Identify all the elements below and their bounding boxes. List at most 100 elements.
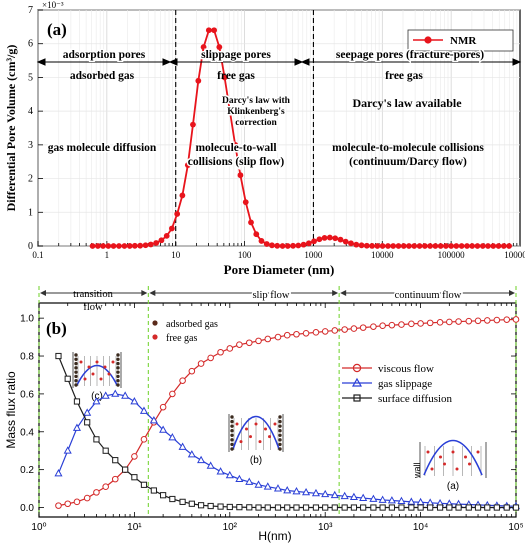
data-point-surface-diffusion (169, 495, 176, 503)
panel-a-legend: NMR (407, 29, 514, 52)
data-point-nmr (348, 240, 354, 247)
panel-b-y-axis-label: Mass flux ratio (4, 371, 18, 449)
adsorbed-gas-particle (116, 366, 120, 370)
data-point-viscous-flow (455, 318, 462, 325)
free-gas-particle (264, 427, 267, 431)
regime-arrowhead (141, 290, 148, 296)
x-tick-label: 10⁵ (508, 522, 523, 533)
free-gas-label: free gas (166, 333, 197, 344)
panel-b-ticks: 10⁰ 10¹ 10² 10³ 10⁴ 10⁵ 0.0 0.2 0.4 0.6 0.8 1.0 (20, 303, 524, 533)
data-point-surface-diffusion (160, 492, 167, 499)
data-point-nmr (379, 243, 386, 249)
panel-b: 10⁰ 10¹ 10² 10³ 10⁴ 10⁵ 0.0 0.2 0.4 0.6 0.8 1.0 (c)… (4, 286, 524, 543)
y-tick-label: 7 (28, 5, 33, 16)
data-point-nmr (400, 243, 407, 249)
velocity-profile-curve (76, 364, 118, 386)
x-tick-label: 10¹ (127, 522, 142, 533)
data-point-surface-diffusion (398, 504, 405, 511)
data-point-nmr (453, 243, 460, 249)
legend-nmr-marker (424, 36, 432, 44)
adsorbed-gas-particle (278, 442, 282, 447)
free-gas-particle (464, 455, 467, 459)
free-gas-particle (443, 462, 446, 466)
mechanism-right-line2: (continuum/Darcy flow) (349, 156, 467, 168)
data-point-viscous-flow (217, 348, 224, 356)
data-point-gas-slippage (111, 389, 120, 397)
adsorbed-gas-particle (74, 370, 78, 374)
data-point-surface-diffusion (408, 504, 415, 511)
data-point-nmr (385, 243, 391, 249)
data-point-surface-diffusion (312, 504, 320, 511)
data-point-gas-slippage (273, 484, 283, 492)
data-point-viscous-flow (169, 390, 176, 398)
data-point-nmr (337, 236, 344, 243)
regime-transition-line1: transition (73, 289, 113, 300)
y-tick-label: 0.2 (20, 465, 34, 476)
data-point-nmr (274, 242, 281, 249)
data-point-surface-diffusion (427, 504, 434, 511)
data-point-gas-slippage (83, 408, 92, 416)
adsorbed-gas-particle (74, 379, 78, 383)
adsorbed-gas-particle (278, 438, 282, 442)
data-point-nmr (305, 240, 312, 247)
panel-a-dividers (175, 10, 314, 246)
panel-b-series (54, 316, 521, 511)
free-gas-particle (258, 440, 262, 444)
inset-c: (c) (72, 352, 122, 402)
data-point-nmr (174, 211, 181, 217)
data-point-nmr (116, 243, 122, 249)
legend-nmr-label: NMR (450, 35, 477, 47)
y-tick-label: 1.0 (20, 314, 34, 325)
zone-header-seepage: seepage pores (fracture-pores) (336, 49, 484, 61)
data-point-gas-slippage (121, 391, 130, 399)
data-point-viscous-flow (264, 335, 272, 343)
data-point-gas-slippage (302, 487, 311, 496)
free-gas-particle (103, 365, 107, 369)
arrowhead (294, 58, 304, 66)
adsorbed-gas-particle (230, 415, 234, 419)
data-point-surface-diffusion (465, 504, 472, 511)
data-point-nmr (137, 242, 144, 249)
data-point-nmr (89, 243, 96, 249)
data-point-viscous-flow (398, 321, 405, 328)
data-point-nmr (474, 243, 481, 249)
legend-viscous-marker (352, 363, 362, 373)
data-point-surface-diffusion (360, 504, 367, 511)
data-point-surface-diffusion (179, 498, 186, 505)
data-point-surface-diffusion (322, 504, 329, 511)
data-point-nmr (279, 243, 286, 249)
data-point-nmr (105, 243, 112, 249)
data-point-nmr (163, 232, 170, 239)
data-point-nmr (263, 241, 270, 247)
data-point-viscous-flow (426, 319, 434, 327)
panel-b-legend: viscous flow gas slippage surface diffus… (342, 363, 453, 405)
adsorbed-gas-particle (278, 419, 282, 424)
adsorbed-gas-particle (278, 429, 282, 433)
inset-label: (b) (250, 455, 262, 466)
inset-label: (a) (447, 481, 459, 492)
data-point-nmr (442, 243, 449, 249)
free-gas-particle (468, 462, 471, 466)
x-tick-label: 100000 (438, 250, 466, 260)
zone-header-slippage: slippage pores (201, 49, 271, 61)
mechanism-middle-line1: molecule-to-wall (195, 142, 276, 154)
data-point-gas-slippage (369, 494, 378, 502)
adsorbed-gas-particle (230, 433, 234, 437)
data-point-nmr (353, 241, 360, 248)
data-point-viscous-flow (55, 502, 62, 509)
data-point-nmr (395, 243, 402, 249)
free-gas-particle (79, 360, 83, 364)
data-point-gas-slippage (330, 490, 339, 499)
free-gas-particle (239, 440, 243, 444)
gas-state-middle: free gas (217, 70, 255, 82)
data-point-gas-slippage (216, 467, 225, 475)
data-point-nmr (448, 243, 455, 249)
data-point-surface-diffusion (93, 436, 100, 443)
data-point-gas-slippage (187, 450, 196, 458)
free-gas-particle (476, 450, 480, 454)
data-point-nmr (226, 108, 233, 115)
data-point-nmr (100, 243, 106, 249)
arrowhead (162, 58, 172, 66)
y-tick-label: 4 (28, 106, 33, 117)
data-point-viscous-flow (245, 339, 253, 347)
